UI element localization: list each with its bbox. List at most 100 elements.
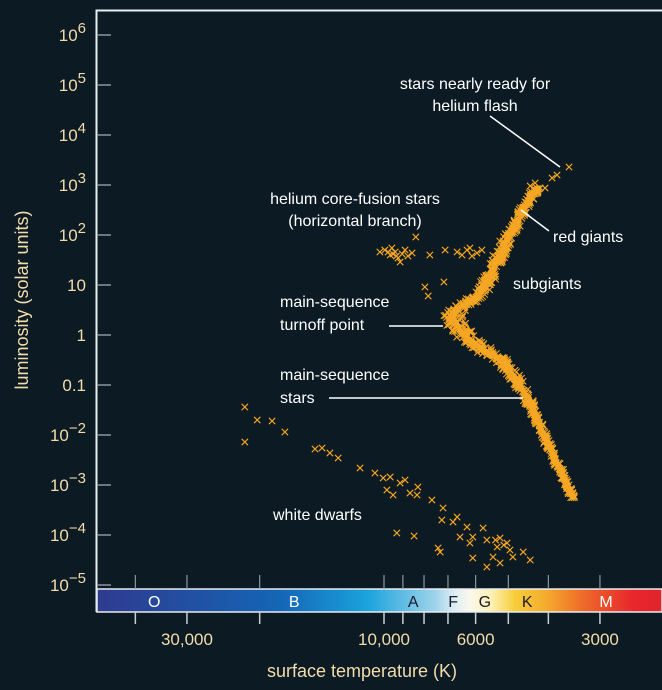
svg-text:stars nearly ready for: stars nearly ready for — [400, 76, 551, 93]
main-sequence-star — [489, 251, 497, 259]
annotation-text: stars — [280, 390, 315, 407]
y-tick-exponent: 4 — [78, 120, 86, 137]
giants-nearly-ready-for-helium-flash-point — [553, 171, 561, 179]
main-sequence-star — [467, 338, 475, 346]
main-sequence-star — [511, 381, 519, 389]
y-tick-exponent: −2 — [69, 420, 86, 437]
white-dwarfs-point — [479, 524, 487, 532]
annotation-horizontal-branch: helium core-fusion stars (horizontal bra… — [270, 191, 440, 230]
main-sequence-star — [518, 382, 526, 390]
horizontal-branch-point — [396, 258, 404, 266]
horizontal-branch-point — [412, 233, 420, 241]
horizontal-branch-point — [441, 246, 449, 254]
main-sequence-star — [477, 347, 485, 355]
y-tick-label: 10−3 — [50, 470, 86, 495]
annotation-turnoff-point: main-sequence turnoff point — [280, 294, 443, 334]
main-sequence-star — [481, 276, 489, 284]
annotation-text: helium flash — [432, 98, 517, 115]
white-dwarfs-point — [241, 438, 249, 446]
main-sequence-star — [530, 411, 538, 419]
white-dwarfs-point — [483, 563, 491, 571]
y-tick-exponent: −3 — [69, 470, 86, 487]
main-sequence-star — [468, 335, 476, 344]
white-dwarfs-point — [326, 449, 334, 457]
main-sequence-star — [543, 432, 551, 440]
white-dwarfs-point — [268, 417, 276, 425]
main-sequence-star — [483, 348, 491, 356]
white-dwarfs-point — [469, 554, 477, 562]
horizontal-branch-point — [392, 252, 400, 260]
main-sequence-star — [505, 225, 513, 233]
white-dwarfs-point — [401, 476, 409, 484]
white-dwarfs-point — [356, 464, 364, 472]
white-dwarfs-point — [436, 548, 444, 556]
annotation-text: white dwarfs — [272, 507, 362, 524]
main-sequence-star — [524, 399, 532, 407]
main-sequence-star — [512, 368, 521, 376]
y-tick-label: 10−4 — [50, 520, 86, 545]
main-sequence-star — [462, 319, 470, 327]
horizontal-branch-point — [424, 292, 432, 300]
spectral-class-M: M — [599, 594, 612, 611]
main-sequence-star — [524, 393, 533, 402]
main-sequence-star — [556, 468, 564, 476]
y-tick-exponent: 6 — [78, 20, 86, 37]
x-tick-label: 6000 — [457, 630, 495, 649]
white-dwarfs-point — [311, 445, 319, 453]
horizontal-branch-point — [404, 252, 412, 260]
main-sequence-star — [525, 197, 533, 205]
main-sequence-star — [474, 285, 482, 293]
spectral-class-B: B — [289, 594, 300, 611]
main-sequence-star — [477, 278, 485, 286]
annotation-helium-flash: stars nearly ready for helium flash — [400, 76, 561, 168]
y-tick-base: 10 — [50, 426, 69, 445]
spectral-class-G: G — [479, 594, 491, 611]
main-sequence-star — [461, 298, 470, 306]
y-tick-base: 10 — [59, 126, 78, 145]
white-dwarfs-point — [253, 416, 261, 424]
svg-text:turnoff point: turnoff point — [280, 317, 365, 334]
giants-nearly-ready-for-helium-flash-point — [548, 174, 556, 182]
annotation-text: red giants — [553, 229, 623, 246]
white-dwarfs-point — [386, 473, 394, 481]
plot-frame — [95, 9, 662, 612]
leader-line — [520, 209, 550, 232]
spectral-class-K: K — [522, 594, 533, 611]
y-tick-label: 10−2 — [50, 420, 86, 445]
horizontal-branch-point — [473, 249, 481, 257]
main-sequence-star — [459, 311, 467, 319]
white-dwarfs-point — [241, 403, 249, 411]
y-tick-base: 10 — [59, 176, 78, 195]
main-sequence-star — [492, 253, 500, 261]
main-sequence-star — [471, 298, 480, 306]
white-dwarfs-point — [383, 486, 391, 494]
y-tick-label: 10 — [67, 276, 86, 295]
main-sequence-star — [502, 249, 510, 258]
leader-line — [489, 115, 561, 168]
white-dwarfs-point — [489, 553, 497, 561]
white-dwarfs-point — [463, 523, 471, 531]
main-sequence-star — [568, 486, 576, 494]
spectral-class-A: A — [408, 594, 419, 611]
main-sequence-star — [540, 439, 548, 447]
y-tick-label: 103 — [59, 170, 86, 195]
y-tick-label: 104 — [59, 120, 86, 145]
white-dwarfs-point — [414, 483, 422, 491]
white-dwarfs-point — [379, 474, 387, 482]
horizontal-branch-point — [401, 246, 409, 254]
annotation-text: turnoff point — [280, 317, 365, 334]
annotation-text: stars nearly ready for — [400, 76, 551, 93]
white-dwarfs-point — [526, 556, 534, 564]
svg-text:main-sequence: main-sequence — [280, 294, 390, 311]
horizontal-branch-point — [468, 252, 476, 260]
main-sequence-star — [468, 296, 476, 304]
annotation-text: helium core-fusion stars — [270, 191, 440, 208]
spectral-class-F: F — [448, 594, 458, 611]
horizontal-branch-point — [478, 246, 486, 254]
main-sequence-star — [502, 241, 510, 249]
horizontal-branch-point — [389, 250, 397, 258]
white-dwarfs-point — [496, 559, 504, 567]
y-axis-title: luminosity (solar units) — [12, 210, 32, 389]
y-tick-exponent: 5 — [78, 70, 86, 87]
